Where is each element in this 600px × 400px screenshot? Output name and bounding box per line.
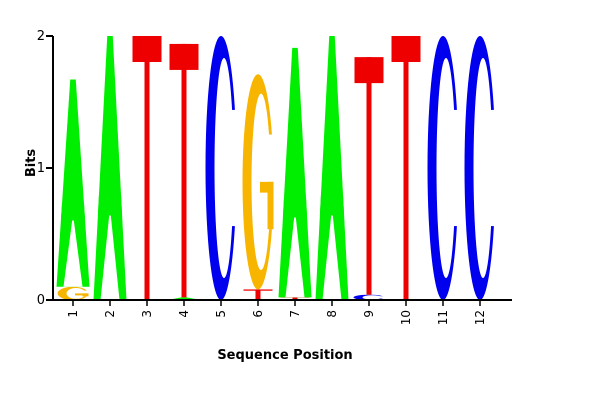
logo-column-2 — [93, 36, 127, 300]
x-tick-label: 4 — [177, 310, 191, 318]
logo-column-1 — [56, 79, 93, 300]
letter-T — [280, 297, 310, 300]
x-tick-label: 6 — [251, 310, 265, 318]
y-tick-label: 2 — [37, 29, 45, 44]
logo-letters — [56, 36, 500, 300]
letter-A — [93, 36, 127, 300]
logo-column-3 — [132, 36, 162, 300]
letter-C — [427, 36, 463, 300]
logo-column-6 — [242, 74, 278, 300]
logo-column-5 — [205, 36, 241, 300]
letter-C — [353, 294, 389, 300]
x-tick-label: 1 — [66, 310, 80, 318]
x-axis-label: Sequence Position — [217, 348, 352, 363]
letter-T — [132, 36, 162, 300]
x-tick-label: 7 — [288, 310, 302, 318]
x-tick-label: 11 — [436, 310, 450, 325]
letter-A — [56, 79, 90, 287]
x-tick-label: 3 — [140, 310, 154, 318]
letter-C — [205, 36, 241, 300]
letter-T — [169, 43, 199, 298]
logo-column-10 — [391, 36, 421, 300]
logo-column-8 — [315, 36, 349, 300]
x-ticks: 1 2 3 4 5 6 7 8 9 10 11 12 — [66, 300, 487, 325]
logo-column-12 — [464, 36, 500, 300]
x-tick-label: 10 — [399, 310, 413, 325]
letter-G — [57, 286, 93, 300]
x-tick-label: 9 — [362, 310, 376, 318]
x-tick-label: 2 — [103, 310, 117, 318]
x-tick-label: 5 — [214, 310, 228, 318]
letter-G — [242, 74, 278, 290]
logo-column-11 — [427, 36, 463, 300]
logo-column-7 — [278, 47, 312, 300]
y-ticks: 0 1 2 — [37, 29, 53, 308]
logo-column-4 — [167, 43, 201, 300]
letter-T — [354, 57, 384, 295]
x-tick-label: 12 — [473, 310, 487, 325]
y-axis-label: Bits — [24, 149, 39, 178]
letter-A — [315, 36, 349, 300]
x-tick-label: 8 — [325, 310, 339, 318]
y-tick-label: 0 — [37, 293, 45, 308]
letter-T — [243, 289, 273, 300]
logo-column-9 — [353, 57, 389, 300]
y-tick-label: 1 — [37, 161, 45, 176]
letter-A — [278, 47, 312, 298]
letter-C — [464, 36, 500, 300]
letter-T — [391, 36, 421, 300]
